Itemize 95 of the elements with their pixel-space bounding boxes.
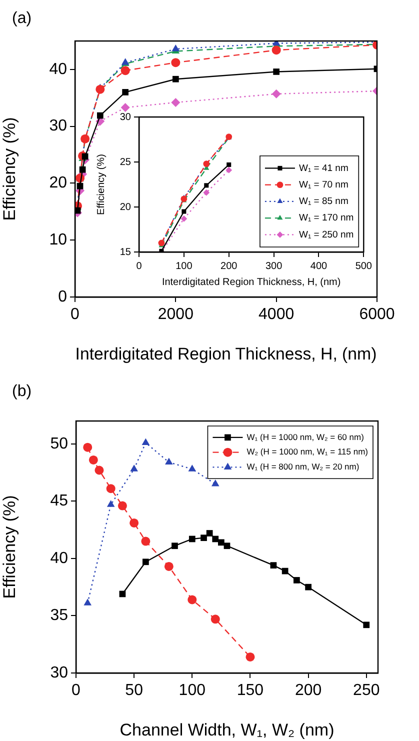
point: [122, 89, 129, 96]
legend-label: W₁ (H = 800 nm, W₂ = 20 nm): [246, 462, 360, 472]
y-tick-label: 0: [58, 288, 68, 306]
x-tick-label: 500: [355, 260, 372, 272]
y-axis-title: Efficiency (%): [0, 495, 19, 599]
legend-label: W₁ (H = 1000 nm, W₂ = 60 nm): [246, 432, 364, 442]
y-tick-label: 10: [49, 232, 68, 249]
x-tick-label: 200: [220, 260, 238, 272]
point: [84, 598, 92, 606]
point: [172, 76, 179, 82]
x-tick-label: 0: [70, 306, 80, 324]
point: [88, 455, 98, 464]
y-tick-label: 20: [49, 174, 68, 192]
y-axis-title: Efficiency (%): [96, 154, 107, 215]
legend-label: W₁ = 250 nm: [298, 229, 354, 240]
point: [206, 530, 213, 536]
point: [204, 183, 209, 188]
x-axis-title: Interdigitated Region Thickness, H, (nm): [162, 276, 341, 288]
point: [210, 614, 220, 624]
point: [96, 84, 105, 94]
point: [120, 103, 130, 112]
point: [226, 166, 232, 174]
point: [188, 536, 196, 542]
y-tick-label: 30: [50, 664, 68, 682]
point: [164, 562, 174, 571]
x-tick-label: 250: [353, 682, 380, 700]
x-tick-label: 300: [265, 260, 283, 272]
point: [120, 66, 130, 76]
point: [182, 209, 186, 214]
legend-label: W₂ (H = 1000 nm, W₁ = 115 nm): [246, 446, 368, 457]
legend-label: W₁ = 70 nm: [298, 179, 348, 190]
point: [282, 568, 288, 574]
point: [294, 577, 300, 584]
point: [172, 542, 178, 550]
point: [171, 98, 180, 107]
point: [200, 534, 207, 542]
y-tick-label: 20: [120, 202, 132, 213]
point: [165, 458, 173, 464]
y-tick-label: 35: [50, 607, 68, 624]
point: [272, 46, 281, 55]
point: [142, 438, 150, 446]
point: [246, 652, 255, 662]
x-axis-title: Interdigitated Region Thickness, H, (nm): [75, 344, 377, 364]
y-tick-label: 25: [120, 156, 132, 168]
legend-label: W₁ = 41 nm: [298, 162, 348, 174]
x-tick-label: 0: [136, 260, 142, 272]
point: [273, 68, 280, 75]
point: [172, 44, 180, 52]
point: [142, 558, 149, 566]
legend-label: W₁ = 170 nm: [298, 212, 354, 224]
legend-label: W₁ = 85 nm: [298, 196, 348, 208]
point: [211, 480, 220, 486]
x-tick-label: 100: [176, 260, 193, 272]
point: [118, 501, 127, 510]
point: [106, 484, 116, 494]
y-tick-label: 45: [50, 492, 68, 510]
x-tick-label: 150: [236, 682, 264, 700]
point: [171, 58, 180, 68]
point: [226, 162, 232, 167]
y-tick-label: 30: [120, 112, 132, 123]
point: [79, 166, 86, 173]
point: [212, 536, 219, 542]
point: [203, 189, 210, 196]
x-axis-title: Channel Width, W₁, W₂ (nm): [120, 720, 334, 740]
point: [188, 595, 197, 604]
y-tick-label: 15: [120, 246, 132, 258]
point: [141, 536, 150, 546]
point: [130, 464, 138, 472]
x-tick-label: 6000: [359, 306, 395, 324]
point: [96, 112, 104, 119]
x-tick-label: 0: [72, 682, 81, 700]
x-tick-label: 200: [294, 682, 322, 700]
point: [305, 584, 312, 590]
y-tick-label: 30: [49, 118, 68, 135]
point: [180, 216, 188, 222]
point: [218, 539, 224, 546]
y-axis-title: Efficiency (%): [0, 117, 19, 221]
x-tick-label: 4000: [258, 306, 294, 324]
point: [94, 466, 104, 475]
point: [270, 562, 277, 569]
chart-title: (a): [12, 10, 32, 28]
point: [83, 442, 92, 452]
point: [224, 542, 230, 550]
point: [272, 89, 281, 98]
point: [188, 464, 196, 472]
point: [363, 622, 370, 628]
y-tick-label: 50: [50, 435, 68, 452]
y-tick-label: 40: [50, 550, 68, 567]
point: [106, 500, 115, 507]
x-tick-label: 2000: [158, 306, 194, 324]
x-tick-label: 100: [178, 682, 206, 700]
chart-title: (b): [12, 383, 32, 401]
x-tick-label: 400: [310, 260, 328, 272]
point: [130, 518, 139, 528]
y-tick-label: 40: [49, 60, 68, 78]
